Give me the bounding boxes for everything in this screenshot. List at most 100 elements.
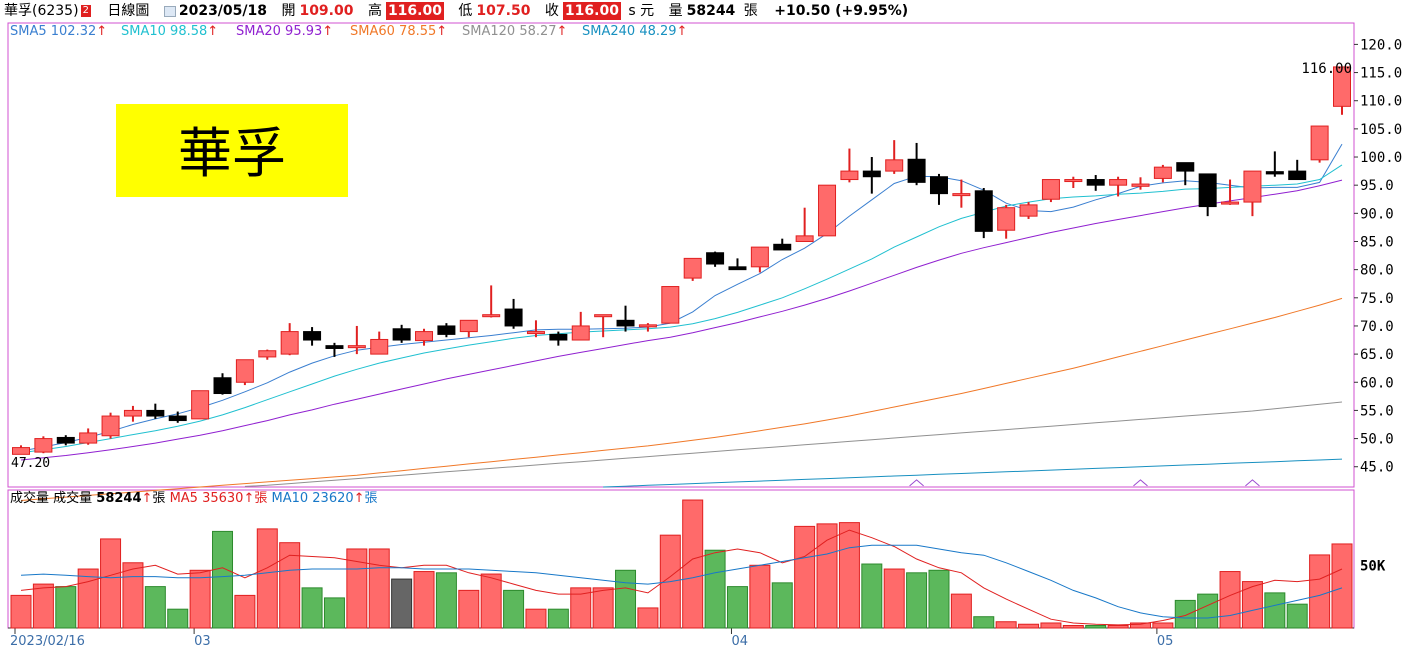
ma-legend-name: SMA20	[236, 24, 285, 39]
volume-value: 58244	[686, 3, 736, 19]
price-tick-label: 85.0	[1360, 234, 1394, 250]
price-tick-label: 80.0	[1360, 263, 1394, 279]
candle-body	[34, 438, 53, 453]
volume-bar	[682, 499, 704, 629]
candle-body	[549, 333, 568, 341]
candle-body	[280, 331, 299, 355]
candle-body	[191, 390, 210, 420]
volume-legend: 成交量 成交量 58244↑張 MA5 35630↑張 MA10 23620↑張	[10, 490, 378, 506]
volume-ma10-arrow: ↑	[354, 491, 365, 506]
volume-bar	[368, 548, 390, 629]
candle-body	[1265, 171, 1284, 175]
price-tick-label: 115.0	[1360, 66, 1402, 82]
volume-bar	[995, 621, 1017, 629]
volume-bar	[1197, 593, 1219, 629]
price-tick-label: 55.0	[1360, 403, 1394, 419]
ma-legend-value: 48.29	[639, 24, 676, 39]
volume-bar	[32, 583, 54, 629]
ma-legend-arrow: ↑	[436, 24, 447, 39]
max-price-annotation: 116.00	[1301, 61, 1352, 77]
time-tick-label: 2023/02/16	[10, 634, 85, 649]
price-tick-label: 95.0	[1360, 178, 1394, 194]
volume-legend-value: 58244	[96, 491, 141, 506]
candle-body	[146, 409, 165, 417]
ma-legend-sma5: SMA5 102.32↑	[10, 24, 107, 39]
overlay-label-box	[116, 104, 348, 197]
candle-body	[907, 158, 926, 183]
volume-bar	[525, 608, 547, 629]
ma-legend-value: 98.58	[170, 24, 207, 39]
ma-legend-sma60: SMA60 78.55↑	[350, 24, 447, 39]
volume-bar	[189, 569, 211, 629]
indicator-marker	[1133, 479, 1148, 487]
volume-legend-unit: 張	[152, 491, 169, 506]
ma-line-sma240	[603, 458, 1343, 488]
volume-ma5-value: 35630	[202, 491, 243, 506]
candle-body	[1333, 66, 1351, 107]
high-label: 高	[367, 3, 382, 19]
ma-line-sma120	[244, 401, 1343, 487]
volume-bar	[77, 568, 99, 629]
candle-body	[1176, 162, 1195, 172]
low-value: 107.50	[476, 3, 531, 19]
close-label: 收	[544, 3, 559, 19]
volume-bar	[413, 571, 435, 629]
volume-bar	[167, 608, 189, 629]
volume-bar	[973, 616, 995, 629]
price-tick-label: 50.0	[1360, 432, 1394, 448]
volume-bar	[435, 572, 457, 629]
time-tick-label: 04	[731, 634, 748, 649]
ma-legend-name: SMA60	[350, 24, 399, 39]
volume-bar	[503, 589, 525, 629]
volume-ma10-unit: 張	[365, 491, 378, 506]
volume-bar	[1018, 623, 1040, 629]
volume-bar	[547, 608, 569, 629]
candle-body	[952, 193, 971, 197]
close-value: 116.00	[562, 2, 621, 20]
candle-body	[706, 252, 725, 265]
ma-legend-arrow: ↑	[207, 24, 218, 39]
min-price-annotation: 47.20	[11, 456, 50, 471]
calendar-icon[interactable]	[163, 5, 176, 17]
candle-body	[526, 331, 545, 335]
volume-bar	[301, 587, 323, 629]
candle-body	[12, 447, 30, 455]
candle-body	[1064, 179, 1083, 183]
candle-body	[123, 409, 142, 417]
ma-legend-arrow: ↑	[557, 24, 568, 39]
ma-legend-arrow: ↑	[96, 24, 107, 39]
volume-bar	[212, 530, 234, 629]
volume-bar	[1085, 624, 1107, 629]
ma-legend-sma10: SMA10 98.58↑	[121, 24, 218, 39]
ma-legend-value: 95.93	[285, 24, 322, 39]
volume-ma-line-ma10	[20, 544, 1343, 619]
ma-legend-name: SMA240	[582, 24, 639, 39]
volume-bar	[1309, 554, 1331, 629]
volume-label: 量	[668, 3, 683, 19]
candle-body	[997, 207, 1016, 231]
volume-bar	[1107, 624, 1129, 629]
volume-bar	[749, 564, 771, 629]
candle-body	[1086, 179, 1105, 186]
candle-body	[1109, 179, 1128, 186]
candle-body	[1131, 183, 1150, 187]
volume-bar	[122, 562, 144, 629]
price-tick-label: 60.0	[1360, 375, 1394, 391]
candle-body	[415, 331, 434, 342]
volume-bar	[1129, 622, 1151, 629]
stock-name[interactable]: 華孚(6235)	[4, 3, 79, 19]
chart-kind[interactable]: 日線圖	[107, 3, 150, 19]
volume-bar	[816, 523, 838, 629]
volume-ma-line-ma5	[20, 529, 1343, 626]
volume-bar	[480, 573, 502, 629]
overlay-label-text: 華孚	[178, 122, 286, 185]
candle-body	[504, 308, 523, 327]
candle-body	[392, 328, 411, 341]
volume-tick-label: 50K	[1360, 558, 1386, 574]
volume-bar	[906, 572, 928, 629]
price-tick-label: 45.0	[1360, 460, 1394, 476]
candle-body	[661, 286, 680, 324]
candle-body	[1041, 179, 1060, 200]
volume-bar	[1219, 571, 1241, 629]
